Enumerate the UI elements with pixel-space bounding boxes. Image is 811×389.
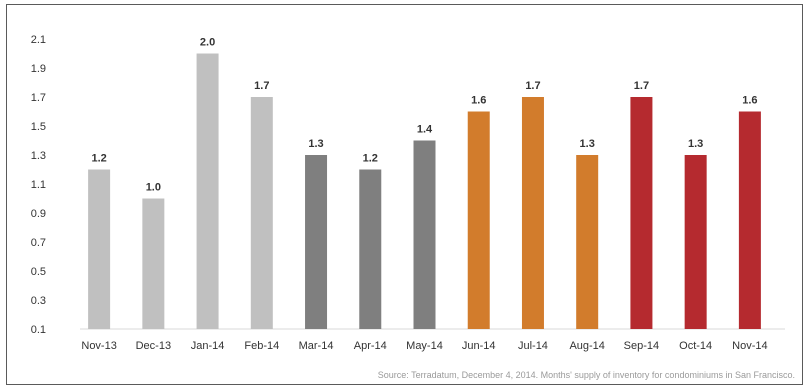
- x-tick-label: Mar-14: [299, 340, 334, 352]
- data-labels: 1.2 1.0 2.0 1.7 1.3 1.2 1.4 1.6 1.7 1.3 1.7 1.3 1.6: [91, 37, 757, 194]
- x-tick-label: Oct-14: [679, 340, 712, 352]
- data-label: 1.2: [91, 153, 106, 165]
- y-tick-label: 1.1: [31, 179, 46, 191]
- x-tick-label: May-14: [406, 340, 443, 352]
- x-tick-label: Sep-14: [624, 340, 659, 352]
- y-tick-label: 2.1: [31, 34, 46, 46]
- data-label: 1.7: [525, 80, 540, 92]
- bar: [142, 198, 165, 329]
- y-tick-label: 1.9: [31, 63, 46, 75]
- y-tick-label: 0.7: [31, 237, 46, 249]
- bar: [250, 97, 273, 329]
- y-tick-label: 1.3: [31, 150, 46, 162]
- data-label: 1.6: [742, 95, 757, 107]
- data-label: 1.0: [146, 182, 161, 194]
- y-tick-label: 0.5: [31, 266, 46, 278]
- bars: [88, 53, 761, 329]
- bar: [738, 111, 761, 329]
- x-tick-label: Nov-13: [81, 340, 116, 352]
- data-label: 2.0: [200, 37, 215, 49]
- bar: [684, 155, 707, 329]
- bar: [467, 111, 490, 329]
- bar: [196, 53, 219, 329]
- x-tick-label: Aug-14: [569, 340, 604, 352]
- bar: [630, 97, 653, 329]
- category-labels: Nov-13 Dec-13 Jan-14 Feb-14 Mar-14 Apr-14 May-…: [81, 340, 767, 352]
- y-tick-label: 0.9: [31, 208, 46, 220]
- data-label: 1.6: [471, 95, 486, 107]
- x-tick-label: Jun-14: [462, 340, 496, 352]
- y-tick-label: 0.1: [31, 324, 46, 336]
- data-label: 1.3: [308, 138, 323, 150]
- y-axis-ticks: 0.1 0.3 0.5 0.7 0.9 1.1 1.3 1.5 1.7 1.9 2.1: [31, 34, 46, 336]
- data-label: 1.2: [363, 153, 378, 165]
- bar: [305, 155, 328, 329]
- bar: [521, 97, 544, 329]
- bar: [413, 140, 436, 329]
- y-tick-label: 1.7: [31, 92, 46, 104]
- data-label: 1.7: [634, 80, 649, 92]
- source-note: Source: Terradatum, December 4, 2014. Mo…: [377, 370, 795, 380]
- y-tick-label: 1.5: [31, 121, 46, 133]
- x-tick-label: Jul-14: [518, 340, 548, 352]
- data-label: 1.4: [417, 124, 433, 136]
- bar: [576, 155, 599, 329]
- data-label: 1.3: [688, 138, 703, 150]
- y-tick-label: 0.3: [31, 295, 46, 307]
- x-tick-label: Feb-14: [244, 340, 279, 352]
- x-tick-label: Nov-14: [732, 340, 767, 352]
- bar: [359, 169, 382, 329]
- data-label: 1.7: [254, 80, 269, 92]
- x-tick-label: Dec-13: [136, 340, 171, 352]
- data-label: 1.3: [580, 138, 595, 150]
- chart-frame: [6, 4, 803, 385]
- x-tick-label: Jan-14: [191, 340, 225, 352]
- x-tick-label: Apr-14: [354, 340, 387, 352]
- bar: [88, 169, 111, 329]
